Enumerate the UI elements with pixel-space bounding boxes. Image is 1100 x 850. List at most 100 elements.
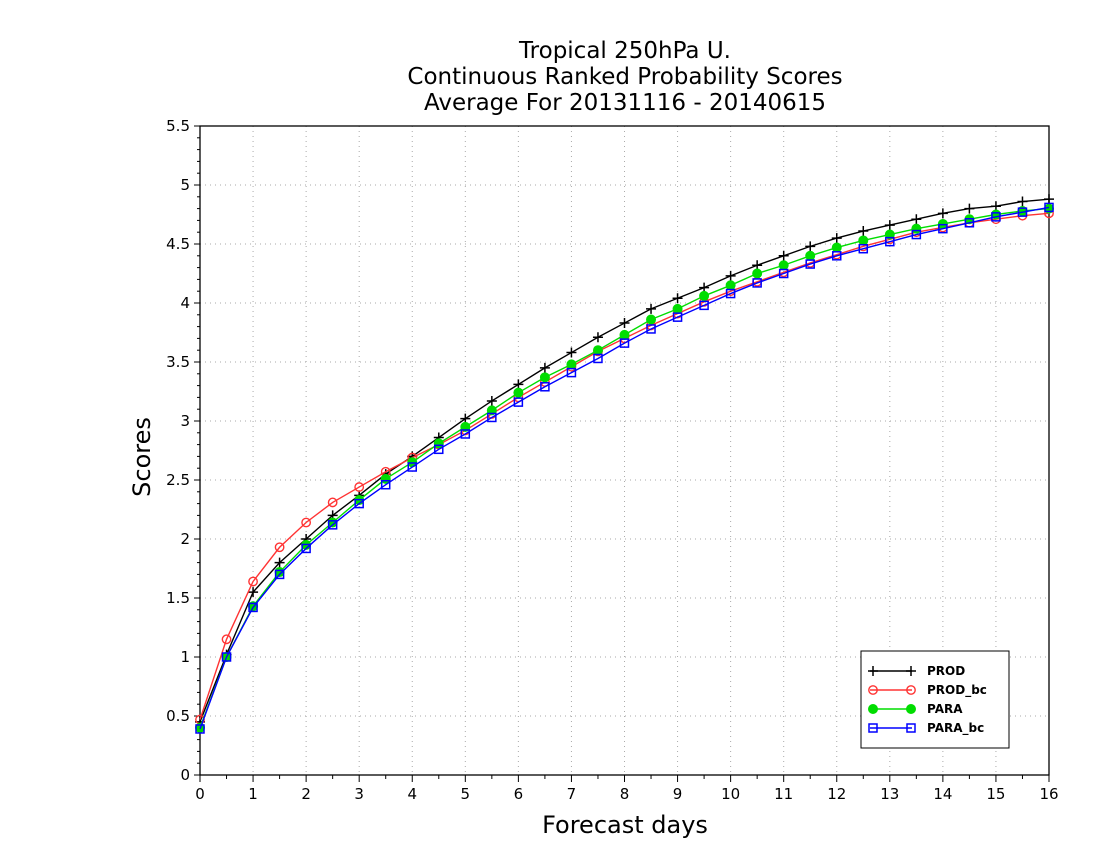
data-point bbox=[831, 242, 842, 253]
data-point bbox=[301, 543, 311, 554]
legend-entry: PARA_bc bbox=[868, 721, 984, 736]
data-point bbox=[778, 250, 789, 261]
data-point bbox=[937, 208, 948, 219]
data-point bbox=[752, 268, 763, 279]
data-point bbox=[646, 324, 656, 334]
x-tick-label: 16 bbox=[1039, 785, 1058, 803]
x-tick-label: 13 bbox=[880, 785, 899, 803]
x-tick-label: 0 bbox=[195, 785, 205, 803]
data-point bbox=[672, 303, 683, 314]
data-point bbox=[964, 203, 975, 214]
legend-marker bbox=[868, 685, 878, 695]
data-point bbox=[566, 367, 577, 378]
chart-title-line-2: Continuous Ranked Probability Scores bbox=[407, 64, 842, 90]
data-point bbox=[778, 268, 789, 279]
y-tick-label: 5.5 bbox=[166, 117, 190, 135]
data-point bbox=[433, 438, 444, 449]
legend-entry: PROD_bc bbox=[868, 683, 987, 698]
data-point bbox=[327, 520, 338, 530]
legend-label: PROD_bc bbox=[927, 683, 987, 698]
legend-marker bbox=[906, 666, 916, 676]
chart-title-line-3: Average For 20131116 - 20140615 bbox=[424, 90, 826, 116]
data-point bbox=[540, 382, 550, 392]
data-point bbox=[195, 724, 205, 734]
data-point bbox=[778, 260, 789, 271]
y-tick-label: 1.5 bbox=[166, 589, 190, 607]
data-point bbox=[938, 223, 948, 234]
data-point bbox=[248, 602, 258, 613]
data-point bbox=[858, 243, 869, 254]
chart-title: Tropical 250hPa U. Continuous Ranked Pro… bbox=[407, 38, 842, 116]
y-tick-label: 1 bbox=[180, 648, 190, 666]
data-point bbox=[566, 359, 577, 370]
x-tick-label: 11 bbox=[774, 785, 793, 803]
y-tick-label: 4 bbox=[180, 294, 190, 312]
x-tick-label: 8 bbox=[620, 785, 630, 803]
data-point bbox=[407, 462, 417, 472]
x-tick-label: 2 bbox=[301, 785, 311, 803]
data-point bbox=[539, 362, 550, 373]
x-tick-label: 10 bbox=[721, 785, 740, 803]
data-point bbox=[964, 218, 975, 228]
x-axis-title: Forecast days bbox=[542, 811, 708, 839]
legend-marker bbox=[906, 704, 916, 714]
data-point bbox=[884, 229, 895, 240]
data-point bbox=[248, 576, 258, 587]
data-point bbox=[487, 412, 497, 423]
data-point bbox=[911, 214, 922, 225]
data-point bbox=[672, 293, 683, 304]
data-point bbox=[672, 312, 683, 322]
x-tick-label: 1 bbox=[248, 785, 258, 803]
x-tick-label: 3 bbox=[354, 785, 364, 803]
legend-label: PROD bbox=[927, 664, 965, 678]
data-point bbox=[619, 318, 630, 329]
x-tick-label: 4 bbox=[407, 785, 417, 803]
data-point bbox=[274, 542, 285, 553]
x-tick-label: 9 bbox=[673, 785, 683, 803]
y-tick-label: 3 bbox=[180, 412, 190, 430]
legend-marker bbox=[868, 666, 878, 676]
data-point bbox=[884, 220, 895, 231]
data-point bbox=[434, 444, 444, 455]
data-point bbox=[646, 303, 657, 314]
legend-box bbox=[860, 650, 1010, 749]
data-point bbox=[248, 587, 259, 598]
y-axis-title: Scores bbox=[128, 417, 156, 497]
data-point bbox=[460, 429, 471, 439]
data-point bbox=[539, 372, 550, 383]
data-point bbox=[274, 557, 285, 568]
y-tick-label: 0 bbox=[180, 766, 190, 784]
x-tick-label: 7 bbox=[567, 785, 577, 803]
data-point bbox=[380, 479, 391, 490]
axis-ticks: 0 1 2 3 4 5 6 7 8 9 10 11 12 13 14 15 1600.511.522.533.5… bbox=[166, 117, 1058, 803]
data-point bbox=[699, 300, 709, 311]
data-point bbox=[513, 387, 524, 398]
legend: PROD PROD_bc PARA PARA_bc bbox=[860, 650, 1010, 749]
data-point bbox=[911, 223, 922, 234]
data-point bbox=[327, 497, 338, 508]
data-point bbox=[725, 270, 736, 281]
data-point bbox=[354, 498, 364, 509]
data-point bbox=[1017, 207, 1028, 217]
data-point bbox=[301, 517, 312, 528]
data-point bbox=[752, 278, 762, 288]
legend-marker bbox=[906, 685, 916, 695]
y-tick-label: 2 bbox=[180, 530, 190, 548]
data-point bbox=[805, 241, 816, 252]
y-tick-label: 5 bbox=[180, 176, 190, 194]
data-point bbox=[486, 405, 497, 416]
data-point bbox=[858, 226, 869, 237]
data-point bbox=[274, 569, 285, 580]
x-tick-label: 12 bbox=[827, 785, 846, 803]
legend-marker bbox=[906, 723, 916, 733]
data-point bbox=[221, 652, 232, 662]
x-tick-label: 15 bbox=[986, 785, 1005, 803]
x-tick-label: 14 bbox=[933, 785, 952, 803]
data-point bbox=[885, 236, 895, 247]
data-point bbox=[991, 212, 1001, 222]
data-point bbox=[832, 251, 842, 261]
x-tick-label: 5 bbox=[461, 785, 471, 803]
data-point bbox=[592, 332, 603, 343]
data-point bbox=[460, 421, 471, 432]
